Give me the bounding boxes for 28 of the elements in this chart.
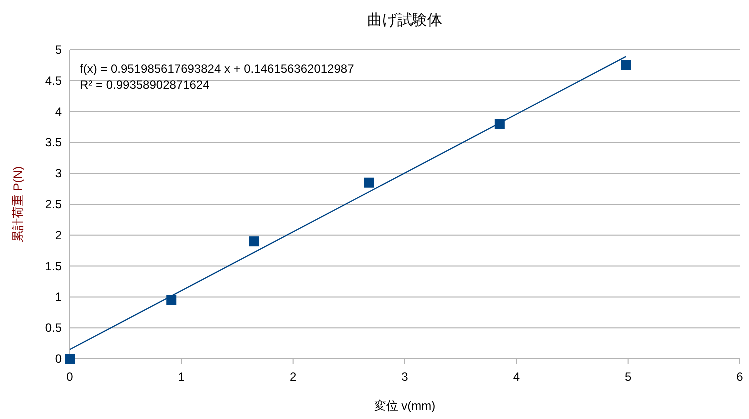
y-axis-title: 累計荷重 P(N) (11, 166, 25, 242)
annotation: R² = 0.99358902871624 (80, 78, 210, 92)
x-tick-label: 0 (66, 370, 74, 384)
y-tick-label: 2 (55, 228, 62, 242)
y-tick-label: 3.5 (45, 136, 62, 150)
point (249, 236, 260, 247)
point (621, 60, 632, 70)
point (166, 295, 177, 306)
y-tick-label: 0 (55, 352, 62, 366)
x-tick-label: 1 (178, 370, 186, 384)
y-tick-label: 0.5 (45, 321, 62, 336)
x-axis-title: 変位 v(mm) (374, 399, 436, 413)
chart-title: 曲げ試験体 (368, 12, 442, 29)
y-tick-label: 4 (55, 104, 62, 119)
annotation: f(x) = 0.951985617693824 x + 0.146156362012987 (80, 62, 355, 76)
y-tick-label: 4.5 (45, 74, 62, 88)
point (65, 354, 75, 364)
x-tick-label: 6 (736, 370, 744, 384)
x-tick-label: 5 (624, 370, 632, 384)
y-tick-label: 1 (55, 290, 62, 304)
point (364, 178, 374, 188)
y-tick-label: 1.5 (45, 259, 62, 274)
x-tick-label: 2 (290, 370, 297, 384)
x-tick-label: 3 (402, 370, 409, 384)
y-tick-label: 3 (55, 166, 62, 181)
y-tick-label: 2.5 (45, 198, 62, 212)
y-tick-label: 5 (55, 43, 62, 57)
x-tick-label: 4 (513, 370, 520, 384)
